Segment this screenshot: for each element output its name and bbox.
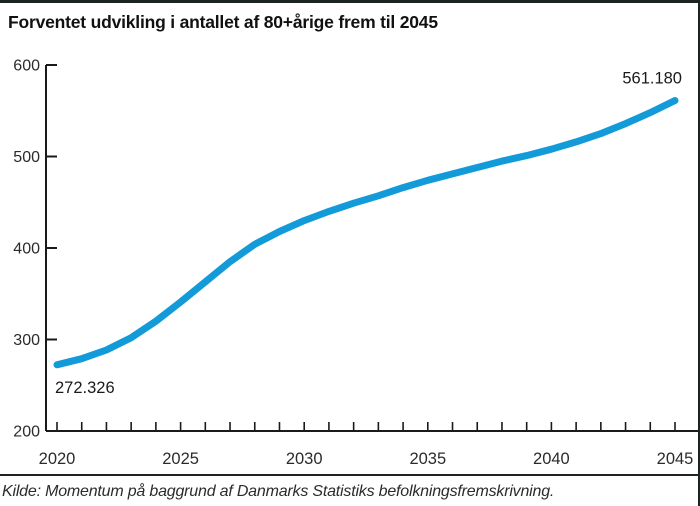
x-axis-tick-label: 2020 bbox=[39, 450, 76, 468]
x-axis-tick-label: 2030 bbox=[286, 450, 323, 468]
y-axis-tick-label: 500 bbox=[13, 149, 40, 166]
line-chart: 200 300 400 500 600 2020 2025 2030 2035 2040 2045 2… bbox=[13, 58, 698, 468]
y-axis-tick-label: 400 bbox=[13, 241, 40, 258]
x-axis-tick-label: 2025 bbox=[162, 450, 199, 468]
x-axis-tick-label: 2035 bbox=[409, 450, 446, 468]
footer-divider bbox=[0, 474, 698, 476]
y-axis-tick-label: 200 bbox=[13, 424, 40, 441]
y-axis-tick-label: 300 bbox=[13, 332, 40, 349]
end-value-label: 561.180 bbox=[622, 70, 682, 88]
x-axis-tick-label: 2045 bbox=[657, 450, 694, 468]
chart-title: Forventet udvikling i antallet af 80+åri… bbox=[8, 12, 438, 32]
x-axis-tick-label: 2040 bbox=[533, 450, 570, 468]
source-citation: Kilde: Momentum på baggrund af Danmarks … bbox=[2, 483, 555, 500]
population-trend-line bbox=[53, 97, 679, 369]
y-axis-tick-label: 600 bbox=[13, 58, 40, 75]
start-value-label: 272.326 bbox=[55, 379, 115, 397]
